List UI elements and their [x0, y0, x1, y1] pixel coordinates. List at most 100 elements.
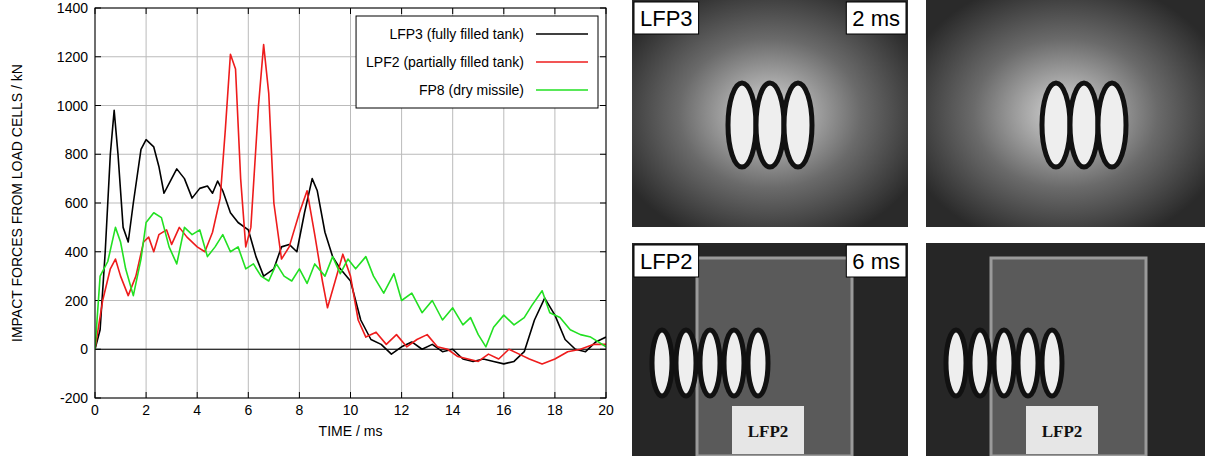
- grid-line: [95, 349, 606, 350]
- photo: [632, 0, 908, 227]
- plot-frame: [95, 8, 606, 398]
- legend-swatch: [536, 61, 588, 63]
- tick: [95, 154, 101, 155]
- tick: [554, 392, 555, 398]
- tick: [248, 392, 249, 398]
- missile-stripe: [946, 330, 966, 396]
- tick: [197, 8, 198, 14]
- tick-label: 1200: [57, 49, 88, 65]
- tick-label: 800: [65, 146, 89, 162]
- panel-time-box: [846, 2, 906, 34]
- tick: [95, 56, 101, 57]
- tick: [401, 8, 402, 14]
- tick: [95, 203, 101, 204]
- panel-time-box: [846, 245, 906, 277]
- tick-label: 2: [142, 402, 150, 418]
- tick-label: 12: [394, 402, 410, 418]
- legend-swatch: [536, 33, 588, 35]
- missile-stripe: [784, 83, 812, 167]
- legend-box: [356, 16, 598, 108]
- panel-time: 2 ms: [852, 6, 900, 31]
- figure: 02468101214161820-2000200400600800100012…: [0, 0, 1207, 456]
- photo: [926, 0, 1205, 227]
- grid: [95, 8, 606, 398]
- missile-stripe: [652, 330, 672, 396]
- tick-label: 4: [193, 402, 201, 418]
- tick-label: 10: [343, 402, 359, 418]
- legend: LFP3 (fully filled tank) LPF2 (partially …: [356, 16, 598, 108]
- tick: [95, 105, 101, 106]
- tick: [600, 154, 606, 155]
- tick-label: -200: [60, 390, 88, 406]
- tick: [452, 8, 453, 14]
- legend-label: FP8 (dry missile): [419, 82, 524, 98]
- panel-label-box: [634, 2, 699, 34]
- missile-stripe: [728, 83, 756, 167]
- tick: [248, 8, 249, 14]
- missile-stripe: [756, 83, 784, 167]
- ticks: 02468101214161820-2000200400600800100012…: [57, 0, 614, 418]
- missile-stripe: [748, 330, 768, 396]
- tick: [299, 392, 300, 398]
- missile-stripe: [994, 330, 1014, 396]
- tick: [350, 8, 351, 14]
- grid-line: [95, 154, 606, 155]
- panel-label: LFP2: [640, 249, 693, 274]
- tick-label: 6: [244, 402, 252, 418]
- tick: [146, 8, 147, 14]
- grid-line: [95, 300, 606, 301]
- tick: [350, 392, 351, 398]
- missile-stripe: [700, 330, 720, 396]
- missile-stripe: [1042, 83, 1070, 167]
- missile-stripe: [1098, 83, 1126, 167]
- missile-stripe: [676, 330, 696, 396]
- plot-area: [95, 8, 606, 398]
- sign-text: LFP2: [748, 422, 789, 441]
- tick: [503, 8, 504, 14]
- missile-stripe: [1042, 330, 1062, 396]
- series-line: [95, 110, 606, 364]
- tick-label: 18: [547, 402, 563, 418]
- tick: [600, 251, 606, 252]
- tick: [600, 203, 606, 204]
- tick: [197, 392, 198, 398]
- tick-label: 14: [445, 402, 461, 418]
- tick: [600, 105, 606, 106]
- panel-time: 6 ms: [852, 249, 900, 274]
- tick-label: 8: [296, 402, 304, 418]
- sign-text: LFP2: [1042, 422, 1083, 441]
- series-line: [95, 213, 606, 350]
- tick: [401, 392, 402, 398]
- legend-swatch: [536, 89, 588, 91]
- target-plate: [991, 258, 1146, 456]
- chart: 02468101214161820-2000200400600800100012…: [9, 0, 614, 439]
- missile-stripe: [724, 330, 744, 396]
- legend-label: LFP3 (fully filled tank): [389, 26, 524, 42]
- tick-label: 600: [65, 195, 89, 211]
- zero-line: [95, 349, 606, 350]
- missile-stripe: [1018, 330, 1038, 396]
- missile-stripe: [970, 330, 990, 396]
- target-plate: [697, 258, 852, 456]
- missile-stripe: [1070, 83, 1098, 167]
- tick-label: 200: [65, 293, 89, 309]
- tick-label: 20: [598, 402, 614, 418]
- photo: [926, 243, 1205, 456]
- photos: LFP3 2 ms LFP2 LFP2 LFP2 6 ms: [632, 0, 1205, 456]
- tick-label: 1400: [57, 0, 88, 16]
- tick: [554, 8, 555, 14]
- legend-label: LPF2 (partially filled tank): [366, 54, 524, 70]
- tick-label: 0: [91, 402, 99, 418]
- tick: [600, 56, 606, 57]
- tick: [95, 251, 101, 252]
- sign: [732, 406, 804, 454]
- tick-label: 1000: [57, 98, 88, 114]
- tick: [503, 392, 504, 398]
- tick-label: 400: [65, 244, 89, 260]
- axis-title: IMPACT FORCES FROM LOAD CELLS / kN: [9, 64, 25, 342]
- tick: [452, 392, 453, 398]
- sign: [1026, 406, 1098, 454]
- panel-label: LFP3: [640, 6, 693, 31]
- axis-title: TIME / ms: [319, 423, 383, 439]
- tick: [146, 392, 147, 398]
